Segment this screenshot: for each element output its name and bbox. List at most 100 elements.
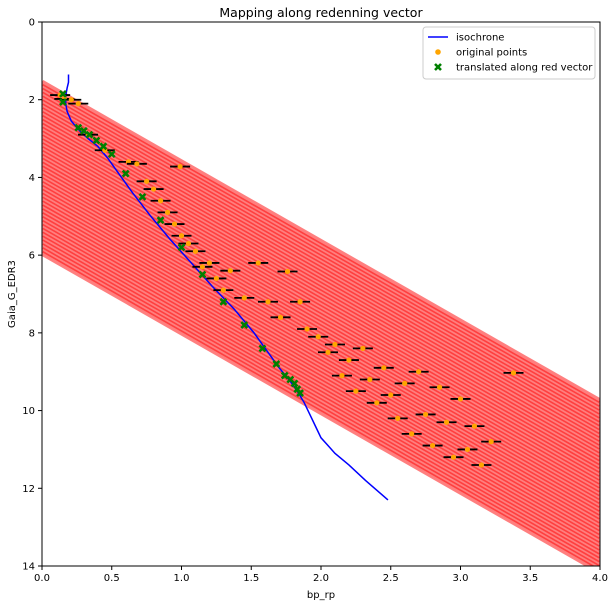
original-point [157,198,164,204]
reddening-vector-line [42,204,600,528]
translated-point [138,192,147,201]
translated-point [240,321,249,330]
original-point [178,233,185,239]
original-point [436,384,443,390]
legend-label: isochrone [456,33,504,44]
x-tick-label: 3.5 [522,573,538,584]
original-point [443,419,450,425]
legend-x-swatch [434,63,442,71]
reddening-vector-line [42,161,600,485]
x-tick-label: 2.5 [383,573,399,584]
original-point [395,415,401,421]
reddening-vector-line [42,216,600,540]
translated-point [121,169,130,178]
original-point [134,161,140,167]
original-point [255,260,261,266]
reddening-vector-line [42,91,600,415]
reddening-vector-line [42,181,600,505]
x-tick-label: 3.0 [453,573,469,584]
translated-point [177,243,186,252]
original-point [304,326,310,332]
original-point [464,446,471,453]
legend-entry: translated along red vector [434,63,593,74]
original-point [471,423,478,429]
reddening-vector-line [42,146,600,470]
original-point [284,268,291,275]
original-point [423,411,429,418]
original-point [277,314,284,320]
reddening-vector-line [42,208,600,532]
original-point [265,299,271,305]
reddening-vector-line [42,87,600,411]
reddening-vector-line [42,192,600,516]
translated-point [85,130,94,139]
original-point [360,345,366,351]
original-point [332,341,338,348]
original-point [213,275,219,282]
y-tick-label: 6 [29,251,35,262]
reddening-vector-line [42,239,600,563]
reddening-vector-line [42,247,600,566]
reddening-vector-line [42,157,600,481]
original-point [68,97,74,103]
y-axis-label: Gaia_G_EDR3 [7,260,18,328]
original-point [164,209,171,215]
translated-point [296,389,304,398]
reddening-vector-line [42,231,600,555]
translated-point [99,142,108,151]
reddening-vector-line [42,115,600,438]
translated-point [59,89,67,98]
original-point [409,431,415,437]
reddening-vector-line [42,173,600,497]
legend-entry: isochrone [428,33,504,44]
translated-point [59,98,67,106]
original-point [478,462,485,468]
y-tick-label: 10 [22,406,35,417]
x-tick-label: 4.0 [592,573,608,584]
reddening-vector-line [42,196,600,520]
original-point [227,268,233,274]
reddening-vector-line [42,95,600,419]
original-point [185,240,192,247]
reddening-vector-line [42,130,600,454]
reddening-vector-line [42,200,600,524]
x-tick-label: 2.0 [313,573,329,584]
original-point [381,365,387,371]
original-point [353,388,359,394]
original-point [510,370,517,376]
original-point [151,186,157,192]
translated-point [258,344,267,353]
reddening-vector-line [42,142,600,466]
reddening-vector-line [42,169,600,493]
translated-point [156,216,165,225]
y-tick-label: 2 [29,95,35,106]
reddening-vector-line [42,165,600,489]
y-tick-label: 8 [29,328,35,339]
original-point [339,373,345,379]
reddening-vector-line [42,103,600,427]
reddening-vector-line [42,223,600,547]
reddening-vector-line [42,83,600,407]
legend-circle-swatch [435,49,441,55]
translated-point [272,360,281,368]
legend-label: original points [456,48,527,59]
x-tick-label: 0.0 [34,573,50,584]
original-point [177,163,183,170]
legend-label: translated along red vector [456,63,593,74]
translated-points-layer [59,89,304,398]
original-point [315,334,321,340]
x-tick-label: 0.5 [104,573,120,584]
reddening-vector-line [42,251,595,566]
reddening-vector-line [42,212,600,536]
reddening-vector-line [42,134,600,458]
reddening-vector-line [42,150,600,473]
original-point [206,260,212,266]
reddening-vector-line [42,126,600,450]
reddening-vector-line [42,122,600,446]
original-point [297,299,303,305]
original-point [171,221,178,227]
legend-box [422,26,596,80]
original-point [367,376,373,383]
translated-point [74,123,83,132]
